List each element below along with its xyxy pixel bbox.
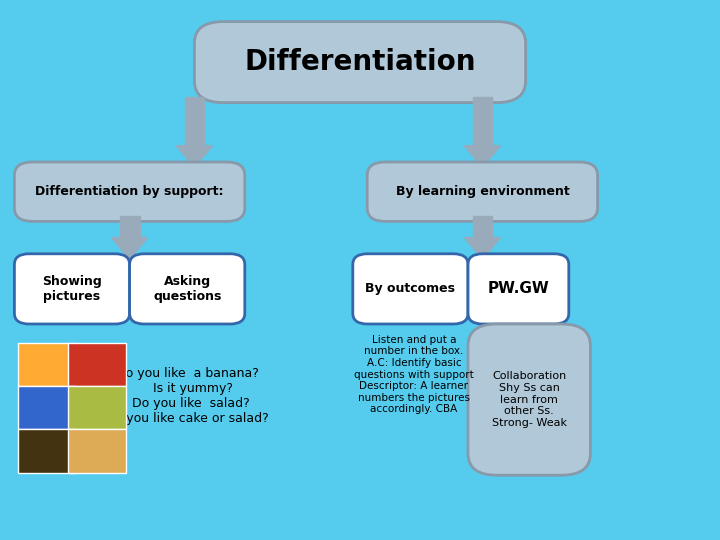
Text: Showing
pictures: Showing pictures	[42, 275, 102, 303]
FancyBboxPatch shape	[130, 254, 245, 324]
FancyBboxPatch shape	[367, 162, 598, 221]
Text: Differentiation by support:: Differentiation by support:	[35, 185, 224, 198]
FancyBboxPatch shape	[68, 429, 126, 472]
FancyBboxPatch shape	[18, 386, 76, 429]
Polygon shape	[184, 97, 204, 146]
Polygon shape	[112, 238, 148, 259]
Polygon shape	[120, 216, 140, 238]
FancyBboxPatch shape	[18, 343, 76, 386]
FancyBboxPatch shape	[14, 254, 130, 324]
FancyBboxPatch shape	[14, 162, 245, 221]
Text: Collaboration
Shy Ss can
learn from
other Ss.
Strong- Weak: Collaboration Shy Ss can learn from othe…	[492, 372, 567, 428]
Polygon shape	[464, 238, 500, 259]
FancyBboxPatch shape	[194, 22, 526, 103]
FancyBboxPatch shape	[68, 343, 126, 386]
Polygon shape	[472, 216, 492, 238]
FancyBboxPatch shape	[68, 386, 126, 429]
FancyBboxPatch shape	[18, 429, 76, 472]
FancyBboxPatch shape	[353, 254, 468, 324]
Polygon shape	[472, 97, 492, 146]
Polygon shape	[464, 146, 500, 167]
Text: By outcomes: By outcomes	[366, 282, 456, 295]
Text: Listen and put a
number in the box.
A.C: Identify basic
questions with support
D: Listen and put a number in the box. A.C:…	[354, 335, 474, 414]
Polygon shape	[176, 146, 212, 167]
Text: Do you like  a banana?
   Is it yummy?
  Do you like  salad?
Do you like cake or: Do you like a banana? Is it yummy? Do yo…	[105, 367, 269, 425]
Text: Differentiation: Differentiation	[244, 48, 476, 76]
Text: By learning environment: By learning environment	[395, 185, 570, 198]
Text: PW.GW: PW.GW	[487, 281, 549, 296]
FancyBboxPatch shape	[468, 324, 590, 475]
FancyBboxPatch shape	[468, 254, 569, 324]
Text: Asking
questions: Asking questions	[153, 275, 221, 303]
